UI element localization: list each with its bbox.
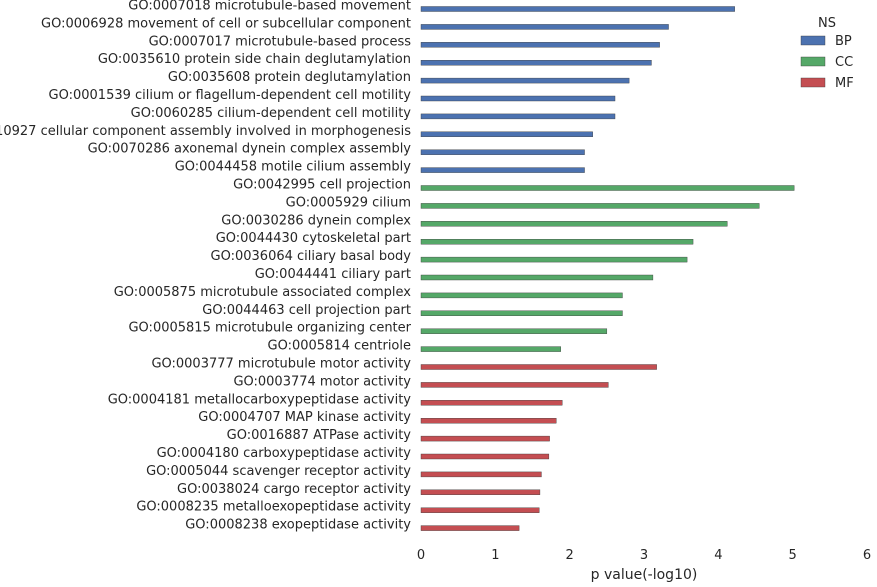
x-tick-label: 1 bbox=[491, 548, 499, 563]
bar-cc bbox=[420, 274, 654, 281]
bar-cc bbox=[420, 256, 688, 263]
legend-swatch-cc bbox=[800, 56, 826, 67]
category-label: GO:0003777 microtubule motor activity bbox=[151, 357, 411, 372]
x-tick-label: 6 bbox=[863, 548, 871, 563]
bar-bp bbox=[420, 131, 593, 138]
bar-cc bbox=[420, 292, 623, 299]
category-label: GO:0035610 protein side chain deglutamyl… bbox=[98, 52, 411, 67]
legend-label-mf: MF bbox=[835, 76, 854, 91]
bar-bp bbox=[420, 6, 735, 12]
x-axis-label: p value(-log10) bbox=[591, 567, 698, 583]
bar-cc bbox=[420, 203, 760, 209]
legend-swatch-bp bbox=[800, 35, 826, 46]
bar-cc bbox=[420, 238, 694, 245]
bar-cc bbox=[420, 310, 623, 316]
category-label: GO:0010927 cellular component assembly i… bbox=[0, 124, 411, 139]
bar-mf bbox=[420, 382, 609, 388]
x-tick-label: 2 bbox=[566, 548, 574, 563]
category-label: GO:0044430 cytoskeletal part bbox=[216, 231, 411, 246]
bar-bp bbox=[420, 24, 669, 30]
category-label: GO:0007017 microtubule-based process bbox=[149, 34, 412, 49]
category-label: GO:0003774 motor activity bbox=[233, 374, 411, 389]
bar-cc bbox=[420, 185, 795, 191]
legend-title: NS bbox=[818, 16, 836, 31]
bar-mf bbox=[420, 400, 563, 406]
bars-group bbox=[420, 6, 795, 531]
legend: NS BP CC MF bbox=[800, 16, 854, 91]
category-label: GO:0030286 dynein complex bbox=[221, 213, 411, 228]
category-label: GO:0004707 MAP kinase activity bbox=[198, 410, 411, 425]
category-label: GO:0008235 metalloexopeptidase activity bbox=[136, 500, 411, 515]
bar-mf bbox=[420, 489, 541, 495]
bar-bp bbox=[420, 113, 616, 120]
category-label: GO:0005815 microtubule organizing center bbox=[128, 321, 411, 336]
category-label: GO:0044458 motile cilium assembly bbox=[175, 160, 412, 175]
category-label: GO:0008238 exopeptidase activity bbox=[185, 518, 411, 533]
x-tick-labels-group: 0 1 2 3 4 5 6 bbox=[417, 548, 871, 563]
category-label: GO:0006928 movement of cell or subcellul… bbox=[41, 16, 411, 31]
category-label: GO:0016887 ATPase activity bbox=[227, 428, 412, 443]
category-label: GO:0004181 metallocarboxypeptidase activ… bbox=[108, 392, 412, 407]
category-label: GO:0005929 cilium bbox=[286, 195, 411, 210]
bar-bp bbox=[420, 60, 652, 66]
category-label: GO:0005044 scavenger receptor activity bbox=[146, 464, 411, 479]
category-label: GO:0044463 cell projection part bbox=[202, 303, 411, 318]
category-label: GO:0004180 carboxypeptidase activity bbox=[157, 446, 412, 461]
bar-cc bbox=[420, 346, 561, 352]
bar-bp bbox=[420, 77, 630, 84]
category-label: GO:0005875 microtubule associated comple… bbox=[114, 285, 412, 300]
bar-mf bbox=[420, 471, 542, 478]
bar-bp bbox=[420, 167, 585, 173]
category-label: GO:0036064 ciliary basal body bbox=[211, 249, 412, 264]
x-tick-label: 4 bbox=[714, 548, 722, 563]
bar-mf bbox=[420, 453, 550, 460]
category-label: GO:0005814 centriole bbox=[268, 339, 412, 354]
x-tick-label: 0 bbox=[417, 548, 425, 563]
bar-mf bbox=[420, 364, 657, 370]
bar-bp bbox=[420, 95, 616, 102]
legend-swatch-mf bbox=[800, 77, 826, 88]
category-label: GO:0001539 cilium or flagellum-dependent… bbox=[49, 88, 412, 103]
bar-cc bbox=[420, 221, 728, 227]
category-labels-group: GO:0007018 microtubule-based movement GO:… bbox=[0, 0, 412, 533]
legend-label-bp: BP bbox=[835, 34, 852, 49]
category-label: GO:0038024 cargo receptor activity bbox=[177, 482, 411, 497]
category-label: GO:0044441 ciliary part bbox=[255, 267, 411, 282]
category-label: GO:0035608 protein deglutamylation bbox=[168, 70, 411, 85]
bar-mf bbox=[420, 507, 540, 513]
bar-mf bbox=[420, 525, 520, 531]
category-label: GO:0007018 microtubule-based movement bbox=[128, 0, 411, 14]
x-tick-label: 5 bbox=[789, 548, 797, 563]
bar-bp bbox=[420, 42, 660, 48]
category-label: GO:0042995 cell projection bbox=[233, 178, 411, 193]
x-tick-label: 3 bbox=[640, 548, 648, 563]
category-label: GO:0070286 axonemal dynein complex assem… bbox=[88, 142, 412, 157]
bar-mf bbox=[420, 418, 557, 424]
bar-cc bbox=[420, 328, 608, 334]
bar-bp bbox=[420, 149, 585, 155]
legend-label-cc: CC bbox=[835, 55, 853, 70]
bar-mf bbox=[420, 435, 550, 442]
category-label: GO:0060285 cilium-dependent cell motilit… bbox=[131, 106, 412, 121]
